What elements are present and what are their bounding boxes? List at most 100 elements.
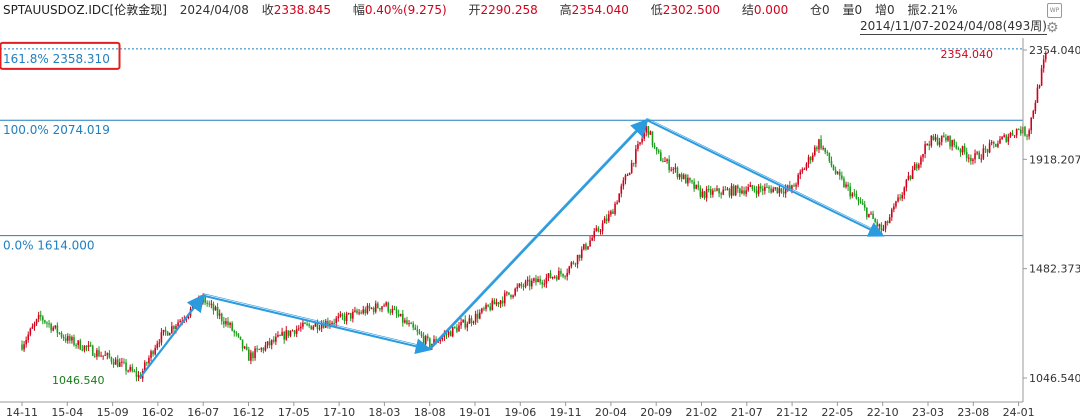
candle-body — [37, 314, 40, 320]
candle-body — [62, 336, 65, 339]
candle-body — [751, 185, 754, 189]
candle-body — [945, 137, 947, 141]
candle-body — [127, 370, 129, 372]
candle-body — [949, 136, 951, 147]
candle-body — [206, 302, 208, 304]
candle-body — [229, 322, 231, 326]
x-tick-label-21: 23-08 — [957, 406, 989, 419]
candle-body — [393, 308, 396, 310]
candle-body — [778, 188, 781, 193]
open-interest: 仓0 — [810, 3, 830, 17]
candle-body — [158, 342, 161, 344]
candle-body — [143, 362, 146, 372]
candle-body — [129, 367, 132, 371]
quote-date: 2024/04/08 — [179, 3, 249, 17]
candle-body — [560, 270, 562, 274]
x-tick-label-15: 21-02 — [686, 406, 718, 419]
candle-body — [312, 326, 315, 330]
candle-body — [381, 306, 383, 310]
candle-body — [566, 272, 568, 277]
candle-body — [123, 361, 125, 363]
candle-body — [187, 315, 190, 319]
candle-body — [366, 305, 369, 314]
candle-body — [137, 374, 140, 377]
candle-body — [54, 325, 57, 328]
candle-body — [814, 147, 816, 156]
candle-body — [212, 303, 215, 311]
candle-body — [734, 185, 737, 196]
candle-body — [470, 318, 473, 323]
candle-body — [152, 351, 154, 355]
candle-body — [73, 337, 75, 345]
candle-body — [641, 138, 643, 143]
trend-guide-1 — [429, 118, 648, 348]
candle-body — [972, 159, 974, 162]
candle-body — [828, 152, 831, 161]
candle-body — [932, 135, 935, 140]
candle-body — [522, 285, 525, 287]
candle-body — [1034, 102, 1037, 111]
candle-body — [220, 313, 223, 322]
candle-body — [936, 137, 939, 145]
x-tick-label-6: 17-05 — [278, 406, 310, 419]
candle-body — [439, 339, 442, 342]
candle-body — [408, 323, 410, 325]
candle-body — [801, 169, 804, 172]
candle-body — [387, 302, 390, 312]
candle-body — [414, 327, 417, 330]
candle-body — [920, 157, 922, 165]
candle-body — [466, 323, 469, 328]
candle-body — [60, 332, 63, 337]
candle-body — [687, 177, 689, 184]
candle-body — [476, 313, 479, 319]
candle-body — [782, 191, 785, 194]
candle-body — [389, 311, 392, 313]
candle-body — [370, 307, 373, 309]
candle-body — [458, 325, 460, 332]
candle-body — [339, 314, 342, 317]
candle-body — [870, 213, 872, 215]
high-value: 2354.040 — [571, 3, 629, 17]
candle-body — [784, 188, 787, 194]
candle-body — [119, 362, 121, 367]
candle-body — [445, 334, 448, 336]
candle-body — [653, 145, 656, 148]
oi-change: 增0 — [874, 3, 895, 17]
candle-body — [549, 273, 552, 279]
trend-guide-0 — [203, 293, 430, 348]
candle-body — [605, 218, 608, 221]
candle-body — [42, 316, 44, 321]
candle-body — [535, 278, 537, 283]
candle-body — [662, 160, 664, 162]
candle-body — [377, 303, 379, 309]
candle-body — [210, 303, 213, 305]
candle-body — [295, 329, 298, 334]
trend-arrow-3 — [646, 119, 885, 237]
candle-body — [978, 152, 980, 159]
candle-body — [988, 143, 991, 153]
candle-body — [106, 353, 109, 355]
candle-body — [204, 296, 206, 303]
candle-body — [832, 165, 835, 171]
candle-body — [50, 323, 52, 331]
candle-body — [33, 323, 36, 327]
candle-body — [693, 181, 695, 189]
settings-gear-icon[interactable]: ⚙ — [1046, 20, 1059, 36]
candle-body — [928, 144, 931, 146]
candle-body — [514, 288, 516, 296]
candle-body — [252, 352, 254, 359]
candle-body — [460, 322, 462, 326]
candle-body — [780, 188, 783, 192]
candle-body — [368, 305, 371, 309]
wp-icon[interactable]: WP — [1047, 3, 1062, 18]
candle-body — [533, 278, 535, 281]
candle-body — [283, 332, 285, 340]
date-range[interactable]: 2014/11/07-2024/04/08(493周) — [860, 19, 1047, 35]
candle-body — [585, 244, 587, 250]
candle-body — [1011, 132, 1014, 136]
x-tick-label-14: 20-09 — [640, 406, 672, 419]
candles — [21, 50, 1047, 382]
candle-body — [410, 323, 412, 325]
candle-body — [29, 328, 32, 335]
